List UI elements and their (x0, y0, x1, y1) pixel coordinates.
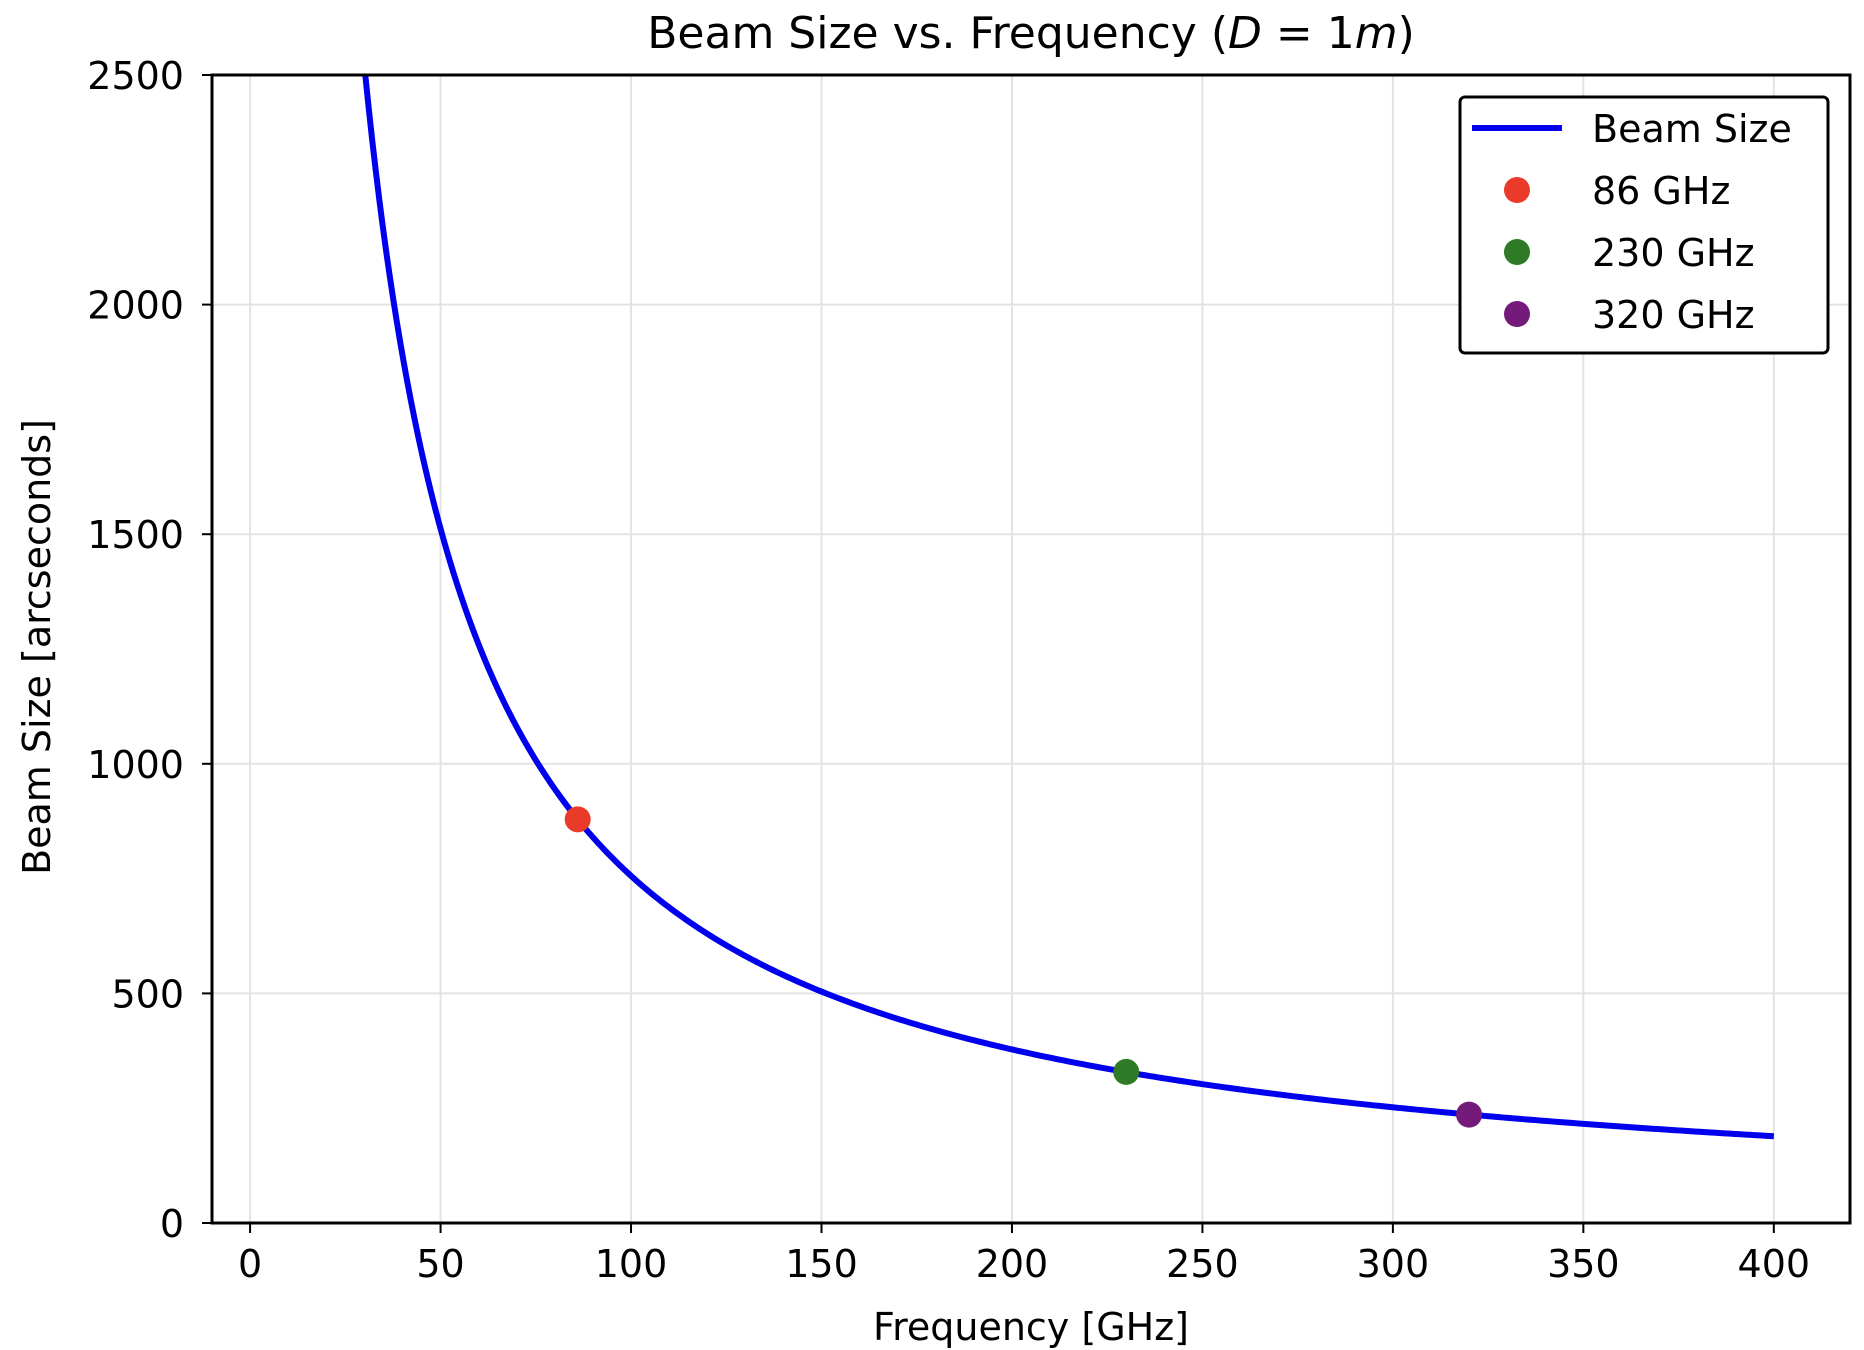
chart-title: Beam Size vs. Frequency (D = 1m) (647, 8, 1415, 59)
legend-label-86-ghz: 86 GHz (1592, 169, 1730, 213)
legend-swatch-320-ghz (1504, 301, 1530, 327)
y-axis: 0 500 1000 1500 2000 2500 (87, 54, 212, 1246)
y-tick-label: 1500 (87, 513, 184, 557)
legend-label-beam-size: Beam Size (1592, 107, 1792, 151)
x-tick-label: 250 (1166, 1242, 1239, 1286)
x-tick-label: 350 (1547, 1242, 1620, 1286)
y-axis-title: Beam Size [arcseconds] (15, 419, 59, 875)
marker-230-ghz (1113, 1058, 1140, 1085)
legend-label-320-ghz: 320 GHz (1592, 293, 1755, 337)
x-tick-label: 50 (416, 1242, 464, 1286)
legend-swatch-230-ghz (1504, 239, 1530, 265)
x-tick-label: 150 (785, 1242, 858, 1286)
legend-label-230-ghz: 230 GHz (1592, 231, 1755, 275)
y-tick-label: 2500 (87, 54, 184, 98)
plot-area (362, 74, 1774, 1140)
plot-frame (210, 73, 1852, 1225)
marker-86-ghz (564, 806, 591, 833)
y-tick-label: 1000 (87, 743, 184, 787)
markers (564, 806, 1483, 1128)
x-tick-label: 300 (1357, 1242, 1430, 1286)
legend-box (1458, 95, 1830, 355)
x-tick-label: 200 (976, 1242, 1049, 1286)
y-tick-label: 0 (160, 1202, 184, 1246)
legend-swatch-86-ghz (1504, 177, 1530, 203)
x-axis-title: Frequency [GHz] (873, 1305, 1189, 1349)
x-tick-label: 400 (1738, 1242, 1811, 1286)
x-axis: 0 50 100 150 200 250 300 350 400 (238, 1223, 1810, 1286)
legend: Beam Size 86 GHz 230 GHz 320 GHz (1458, 95, 1830, 355)
y-tick-label: 2000 (87, 284, 184, 328)
x-tick-label: 100 (595, 1242, 668, 1286)
y-tick-label: 500 (111, 972, 184, 1016)
x-tick-label: 0 (238, 1242, 262, 1286)
beam-size-line (362, 74, 1774, 1140)
marker-320-ghz (1456, 1101, 1483, 1128)
